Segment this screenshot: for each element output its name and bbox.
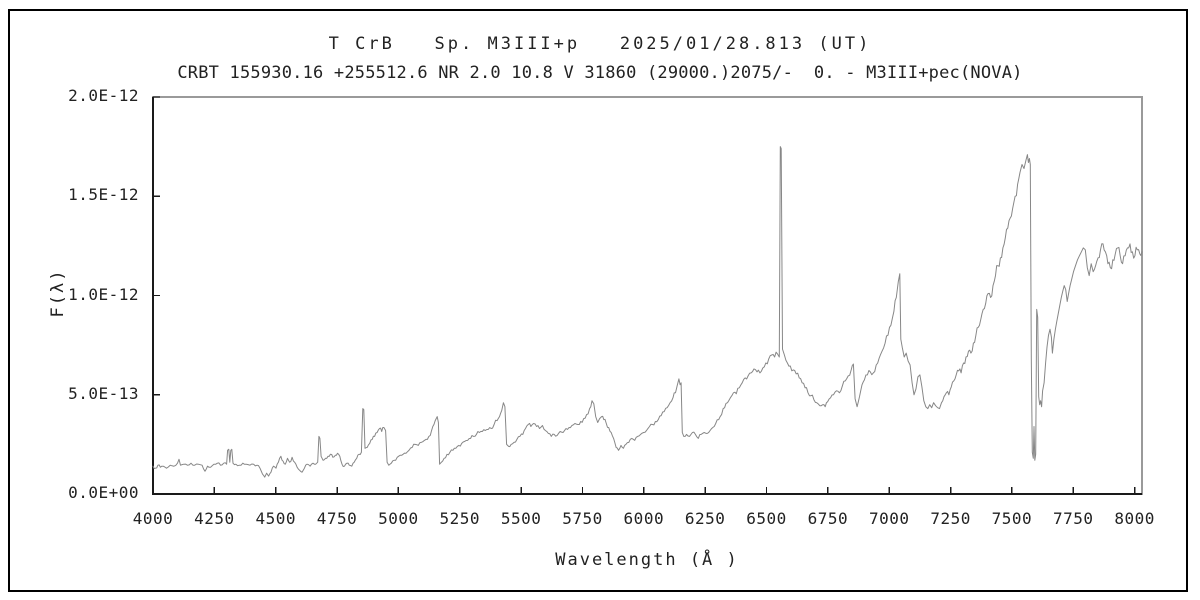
x-tick-label: 7500 xyxy=(991,509,1033,528)
x-tick-label: 5000 xyxy=(378,509,419,528)
y-tick-label: 1.5E-12 xyxy=(68,185,139,205)
x-tick-label: 6250 xyxy=(684,509,726,528)
y-tick-label: 5.0E-13 xyxy=(68,383,139,403)
x-tick-label: 5250 xyxy=(439,509,481,528)
x-tick-label: 7750 xyxy=(1053,509,1094,528)
x-tick-label: 4750 xyxy=(316,509,358,528)
spectrum-trace xyxy=(152,146,1143,478)
x-tick-label: 7000 xyxy=(868,509,910,528)
x-tick-label: 6750 xyxy=(807,509,849,528)
x-tick-label: 5500 xyxy=(500,509,542,528)
outer-border xyxy=(8,9,1188,592)
x-tick-label: 6000 xyxy=(623,509,665,528)
x-tick-label: 4500 xyxy=(255,509,296,528)
x-axis-title: Wavelength (Å ) xyxy=(555,550,739,570)
y-tick-label: 2.0E-12 xyxy=(68,86,139,105)
plot-frame xyxy=(152,96,1143,495)
x-tick-label: 7250 xyxy=(930,509,971,528)
chart-title: T CrB Sp. M3III+p 2025/01/28.813 (UT) xyxy=(328,34,872,54)
x-tick-label: 4250 xyxy=(194,509,235,528)
chart-subtitle: CRBT 155930.16 +255512.6 NR 2.0 10.8 V 3… xyxy=(177,63,1023,83)
axes-lines xyxy=(152,97,1142,495)
y-tick-label: 0.0E+00 xyxy=(68,483,139,502)
y-tick-label: 1.0E-12 xyxy=(68,284,139,304)
x-tick-label: 6500 xyxy=(746,509,787,528)
x-tick-label: 5750 xyxy=(562,509,603,528)
x-tick-label: 4000 xyxy=(132,509,174,528)
x-tick-label: 8000 xyxy=(1114,509,1155,528)
